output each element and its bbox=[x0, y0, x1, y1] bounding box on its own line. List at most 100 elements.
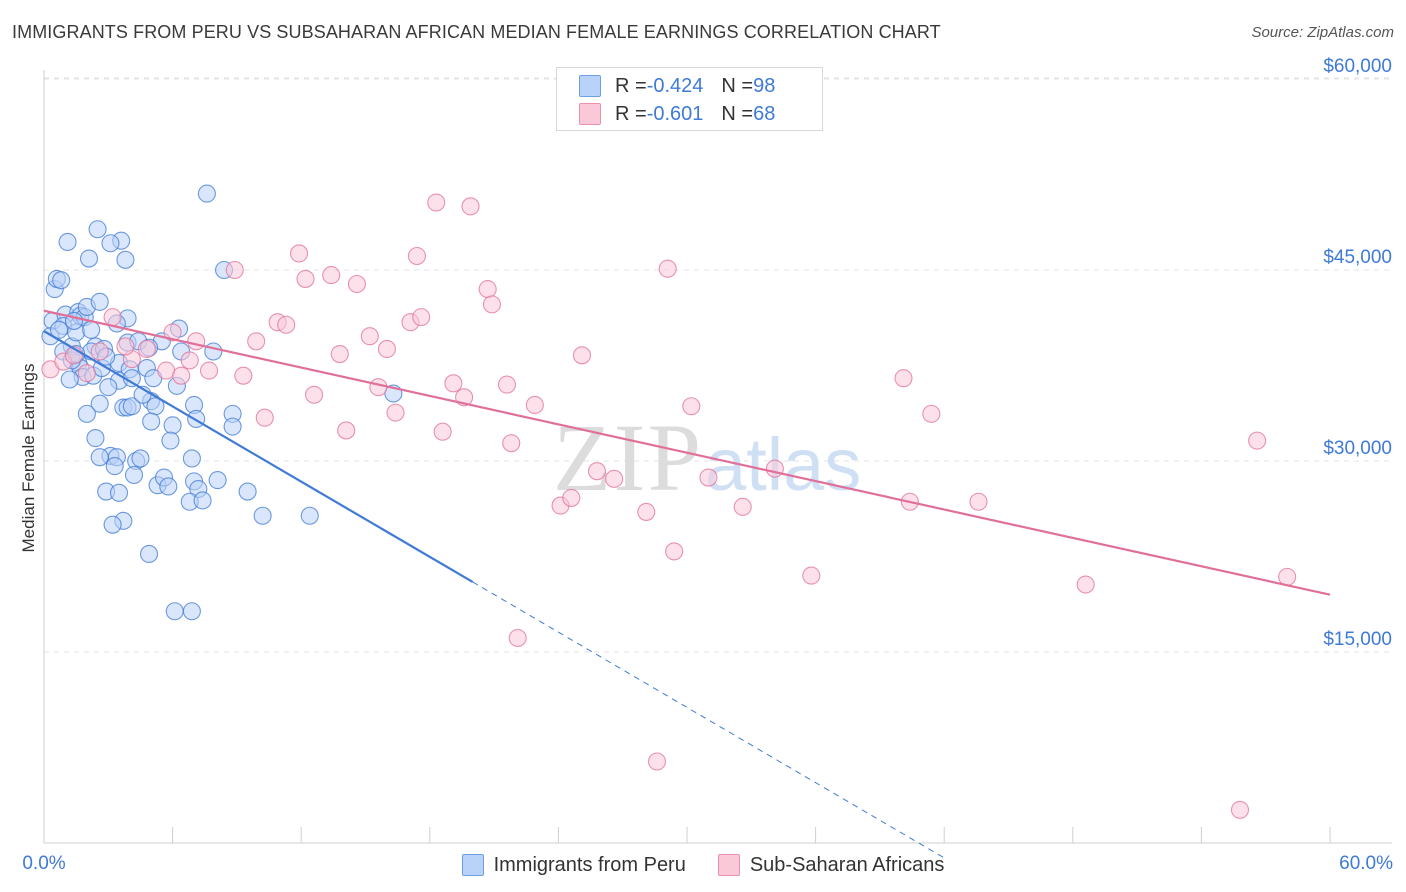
peru-swatch bbox=[579, 75, 601, 97]
african-point bbox=[103, 308, 122, 327]
peru-point bbox=[122, 397, 141, 416]
peru-point bbox=[159, 477, 178, 496]
african-point bbox=[433, 422, 452, 441]
african-point bbox=[922, 404, 941, 423]
african-point bbox=[427, 193, 446, 212]
chart-title: IMMIGRANTS FROM PERU VS SUBSAHARAN AFRIC… bbox=[12, 22, 941, 42]
african-legend-swatch bbox=[717, 854, 740, 876]
peru-point bbox=[197, 184, 216, 203]
peru-point bbox=[124, 465, 144, 485]
peru-point bbox=[82, 320, 101, 339]
x-tick-label: 0.0% bbox=[22, 853, 65, 874]
african-point bbox=[969, 492, 988, 511]
african-point bbox=[290, 244, 309, 263]
african-point bbox=[1230, 800, 1250, 819]
african-point bbox=[305, 385, 324, 404]
african-point bbox=[157, 361, 176, 380]
y-tick-label: $60,000 bbox=[1323, 56, 1392, 77]
peru-point bbox=[105, 457, 124, 476]
legend-label-african: Sub-Saharan Africans bbox=[749, 853, 945, 876]
r-label: R = bbox=[615, 102, 647, 125]
african-point bbox=[296, 269, 315, 288]
peru-point bbox=[161, 431, 180, 450]
african-point bbox=[502, 434, 521, 453]
african-point bbox=[330, 344, 349, 364]
african-point bbox=[180, 351, 199, 370]
african-point bbox=[255, 408, 274, 427]
african-point bbox=[562, 488, 581, 507]
african-point bbox=[637, 502, 656, 521]
peru-point bbox=[88, 220, 107, 239]
african-point bbox=[247, 332, 266, 351]
peru-point bbox=[60, 370, 79, 389]
african-point bbox=[658, 259, 677, 278]
legend-item-peru[interactable]: Immigrants from Peru bbox=[461, 854, 686, 877]
r-label: R = bbox=[615, 74, 647, 97]
peru-point bbox=[238, 482, 257, 501]
n-label: N = bbox=[721, 102, 754, 125]
series-legend: Immigrants from Peru Sub-Saharan African… bbox=[0, 852, 1406, 878]
peru-point bbox=[99, 378, 118, 397]
african-point bbox=[444, 374, 463, 393]
peru-point bbox=[300, 506, 319, 525]
peru-point bbox=[139, 544, 159, 564]
peru-point bbox=[86, 429, 105, 448]
african-point bbox=[461, 197, 480, 216]
african-point bbox=[508, 628, 527, 648]
african-point bbox=[682, 397, 701, 416]
african-point bbox=[765, 459, 784, 478]
peru-point bbox=[116, 250, 135, 269]
peru-point bbox=[90, 448, 109, 467]
legend-item-african[interactable]: Sub-Saharan Africans bbox=[717, 853, 945, 877]
african-point bbox=[347, 274, 366, 294]
y-tick-label: $15,000 bbox=[1323, 629, 1392, 650]
peru-point bbox=[182, 602, 201, 621]
y-tick-label: $45,000 bbox=[1323, 247, 1392, 268]
axes bbox=[43, 70, 1392, 844]
peru-point bbox=[79, 249, 99, 268]
african-point bbox=[163, 323, 182, 342]
peru-point bbox=[193, 491, 212, 510]
peru-trend-line bbox=[43, 330, 474, 583]
peru-point bbox=[165, 602, 184, 621]
y-tick-label: $30,000 bbox=[1323, 438, 1392, 459]
peru-point bbox=[58, 232, 77, 252]
african-point bbox=[665, 542, 684, 561]
trend-lines bbox=[43, 309, 1331, 859]
african-point bbox=[187, 332, 206, 351]
stats-legend: R = -0.424 N = 98 R = -0.601 N = 68 bbox=[556, 67, 823, 131]
peru-point bbox=[52, 271, 71, 290]
peru-point bbox=[253, 506, 272, 525]
african-point bbox=[482, 295, 502, 314]
african-point bbox=[478, 280, 497, 299]
peru-point bbox=[204, 342, 223, 361]
peru-point bbox=[90, 394, 109, 413]
african-point bbox=[647, 752, 667, 771]
n-label: N = bbox=[721, 74, 754, 97]
n-value: 98 bbox=[753, 74, 776, 97]
african-point bbox=[407, 246, 426, 266]
african-point bbox=[699, 468, 718, 487]
r-value: -0.601 bbox=[646, 102, 704, 125]
african-point bbox=[369, 378, 388, 397]
african-point bbox=[199, 361, 219, 380]
african-swatch bbox=[579, 103, 601, 125]
african-point bbox=[225, 260, 244, 280]
watermark-atlas: atlas bbox=[705, 423, 861, 506]
peru-point bbox=[208, 471, 227, 490]
data-points bbox=[41, 184, 1297, 819]
african-point bbox=[360, 327, 379, 346]
african-point bbox=[1248, 431, 1267, 450]
african-point bbox=[337, 421, 356, 440]
african-point bbox=[172, 366, 191, 385]
peru-point bbox=[163, 416, 182, 435]
r-value: -0.424 bbox=[646, 74, 704, 97]
peru-point bbox=[182, 449, 201, 468]
x-tick-label: 60.0% bbox=[1339, 853, 1393, 874]
tick-labels: $15,000 $30,000 $45,000 $60,000 0.0% 60.0% bbox=[22, 56, 1393, 874]
african-point bbox=[90, 342, 109, 361]
peru-point bbox=[223, 417, 242, 436]
african-point bbox=[894, 369, 913, 388]
african-point bbox=[386, 403, 405, 422]
peru-trend-extension bbox=[472, 581, 945, 859]
